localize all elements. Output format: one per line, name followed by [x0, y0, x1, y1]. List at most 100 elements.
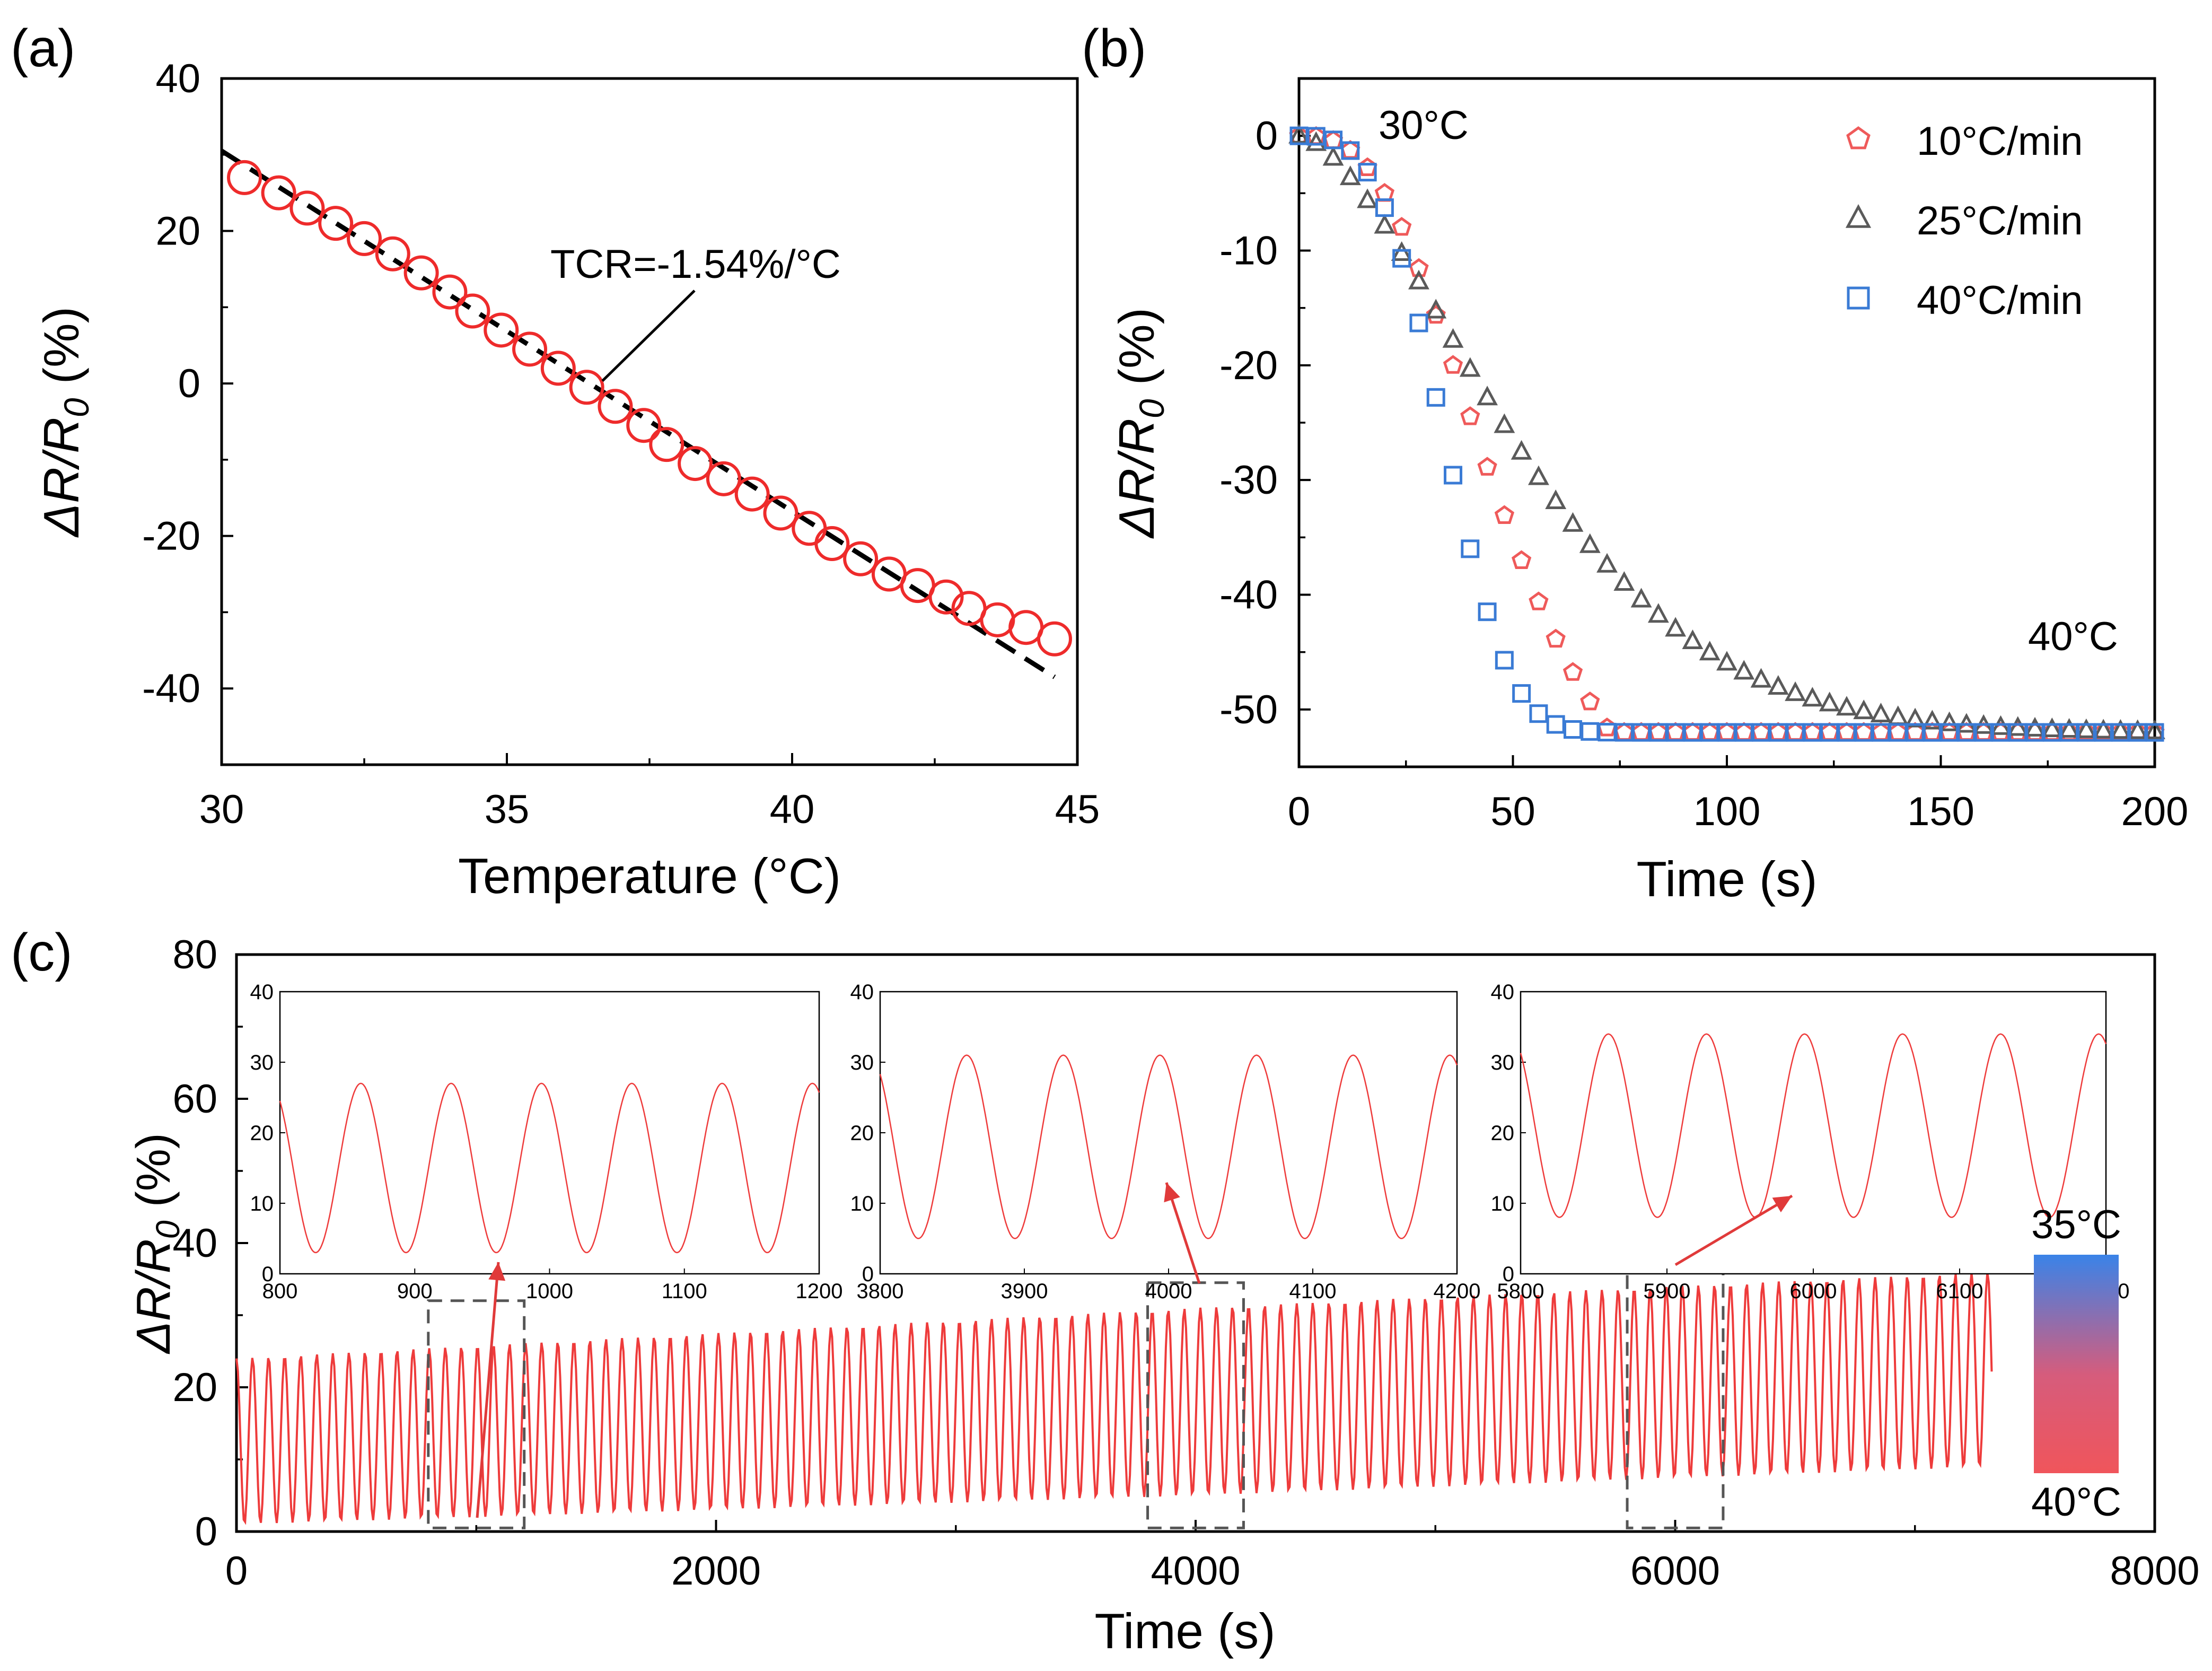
c-arrow-0: [476, 1262, 500, 1518]
b-data-point: [1562, 512, 1584, 532]
c-inset-2-ytick-label: 40: [1491, 981, 1515, 1004]
c-inset-1-xtick-label: 3900: [1001, 1280, 1048, 1303]
b-xtick-label: 100: [1693, 789, 1761, 834]
b-data-point: [1374, 183, 1395, 202]
b-data-point: [1904, 707, 1926, 728]
a-ylabel: ΔR/R0 (%): [33, 307, 96, 538]
a-ylabel-delta-r: ΔR/R: [33, 417, 89, 538]
b-data-point: [1357, 188, 1379, 208]
c-inset-1-ytick-label: 20: [850, 1122, 874, 1145]
b-data-point: [1579, 533, 1601, 553]
b-data-point: [1785, 681, 1806, 701]
a-data-point: [261, 175, 296, 211]
b-data-point: [1341, 141, 1360, 160]
b-data-point: [1511, 440, 1532, 460]
b-data-point: [1837, 722, 1857, 741]
a-data-point: [814, 526, 850, 562]
c-xlabel: Time (s): [1094, 1603, 1275, 1659]
c-inset-1-ytick-label: 30: [850, 1051, 874, 1074]
b-data-point: [1853, 699, 1875, 720]
b-series-2: [1289, 126, 2164, 742]
a-data-point: [318, 206, 354, 241]
c-inset-trace-0: [279, 1082, 820, 1254]
a-data-point: [626, 408, 662, 443]
b-data-point: [1409, 258, 1429, 277]
a-xtick-label: 40: [770, 787, 815, 832]
b-data-point: [1339, 165, 1361, 186]
c-inset-bg-0: [280, 992, 819, 1274]
c-inset-2-xtick-label: 6100: [1936, 1280, 1983, 1303]
c-inset-2-xtick-label: 6000: [1790, 1280, 1837, 1303]
b-data-point: [1682, 722, 1703, 741]
b-data-point: [1409, 313, 1428, 333]
c-zoom-box-1: [1146, 1281, 1245, 1529]
c-colorbar: [2034, 1255, 2119, 1473]
b-ylabel: ΔR/R0 (%): [1109, 308, 1171, 539]
c-xtick-label: 2000: [671, 1548, 761, 1594]
a-fit-line: [220, 148, 1056, 679]
b-data-point: [1512, 684, 1531, 703]
b-data-point: [1802, 722, 1823, 741]
b-legend-marker-1: [1845, 204, 1872, 228]
b-data-point: [1528, 465, 1549, 485]
c-inset-2-ytick-label: 20: [1491, 1122, 1515, 1145]
b-annotation-40c: 40°C: [2028, 614, 2118, 659]
b-data-point: [1477, 457, 1497, 476]
c-arrowhead-1: [1164, 1183, 1180, 1203]
b-data-point: [2145, 723, 2164, 742]
a-data-point: [734, 476, 770, 512]
b-data-point: [1529, 704, 1548, 723]
b-data-point: [1734, 722, 1754, 741]
b-data-point: [1358, 163, 1377, 182]
a-data-point: [540, 351, 576, 386]
c-inset-0-xtick-label: 1000: [526, 1280, 573, 1303]
b-data-point: [1631, 722, 1652, 741]
a-ytick-label: -20: [142, 514, 200, 559]
b-frame: [1297, 77, 2156, 768]
c-inset-2-xtick-label: 5800: [1497, 1280, 1544, 1303]
b-data-point: [1836, 696, 1857, 716]
c-ylabel-text: ΔR/R0 (%): [127, 1133, 187, 1354]
b-data-point: [1819, 692, 1840, 712]
a-ylabel-sub: 0: [57, 398, 96, 417]
b-data-point: [1563, 720, 1582, 739]
c-inset-1-ytick-label: 40: [850, 981, 874, 1004]
b-legend-marker-2: [1847, 286, 1870, 310]
a-annotation: TCR=-1.54%/°C: [550, 242, 841, 287]
b-data-point: [1305, 131, 1327, 151]
a-xtick-label: 30: [199, 787, 244, 832]
b-data-point: [1700, 722, 1720, 741]
b-data-point: [2075, 718, 2097, 738]
c-inset-0-ytick-label: 0: [262, 1263, 274, 1286]
b-legend-label-2: 40°C/min: [1917, 278, 2083, 323]
b-data-point: [1597, 718, 1617, 737]
a-xtick-label: 45: [1055, 787, 1100, 832]
b-data-point: [1990, 715, 2012, 735]
c-inset-bg-2: [1521, 992, 2106, 1274]
b-ylabel-delta-r: ΔR/R: [1109, 418, 1164, 539]
a-annotation-arrow: [601, 290, 696, 382]
c-inset-1-xtick-label: 4100: [1289, 1280, 1337, 1303]
b-data-point: [1408, 269, 1429, 290]
b-data-point: [1374, 214, 1395, 234]
b-data-point: [1546, 628, 1566, 648]
panel-label-c: (c): [11, 923, 73, 982]
b-data-point: [1442, 328, 1464, 348]
b-data-point: [2144, 719, 2165, 739]
c-arrowhead-2: [1772, 1196, 1792, 1213]
c-arrow-2: [1674, 1194, 1793, 1266]
a-data-point: [347, 221, 382, 256]
b-ylabel-text: ΔR/R0 (%): [1109, 308, 1171, 539]
c-inset-2-ytick-label: 30: [1491, 1051, 1515, 1074]
b-data-point: [1581, 722, 1600, 741]
c-ytick-label: 0: [195, 1509, 217, 1554]
a-xtick-label: 35: [485, 787, 530, 832]
b-data-point: [1648, 722, 1669, 741]
b-data-point: [1785, 722, 1805, 741]
b-data-point: [2007, 716, 2029, 736]
a-data-point: [432, 274, 468, 310]
c-inset-0-xtick-label: 1100: [662, 1280, 707, 1303]
a-data-point: [1037, 621, 1072, 657]
b-data-point: [1767, 675, 1789, 695]
